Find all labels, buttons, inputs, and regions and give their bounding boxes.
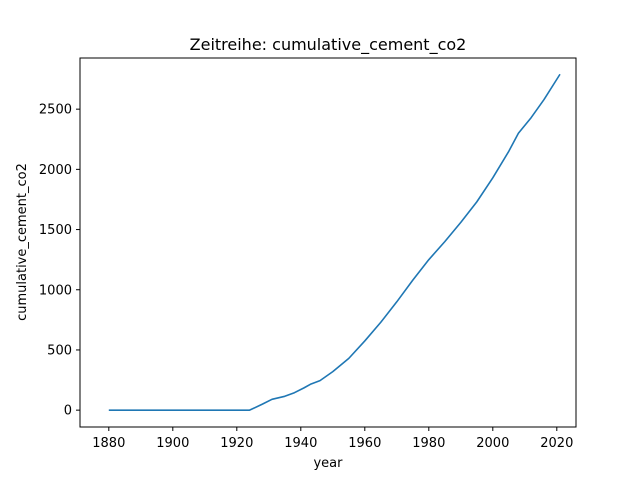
y-axis-label: cumulative_cement_co2 bbox=[15, 163, 30, 321]
x-tick-label: 1920 bbox=[220, 436, 253, 451]
x-tick-label: 1940 bbox=[284, 436, 317, 451]
series-line-0 bbox=[108, 73, 561, 411]
y-tick-label: 0 bbox=[64, 404, 72, 419]
x-tick-label: 2000 bbox=[476, 436, 509, 451]
x-tick-label: 1880 bbox=[92, 436, 125, 451]
y-tick-label: 500 bbox=[47, 343, 72, 358]
y-tick-label: 1000 bbox=[39, 283, 72, 298]
y-tick-label: 1500 bbox=[39, 223, 72, 238]
chart-title: Zeitreihe: cumulative_cement_co2 bbox=[190, 35, 467, 55]
x-axis-label: year bbox=[313, 456, 343, 471]
x-tick-label: 1900 bbox=[156, 436, 189, 451]
x-tick-label: 1960 bbox=[348, 436, 381, 451]
y-tick-label: 2000 bbox=[39, 163, 72, 178]
x-tick-label: 2020 bbox=[540, 436, 573, 451]
x-tick-label: 1980 bbox=[412, 436, 445, 451]
plot-area bbox=[108, 73, 561, 411]
x-axis: 1880 1900 1920 1940 1960 1980 2000 2020 bbox=[92, 427, 573, 451]
y-axis: 0 500 1000 1500 2000 2500 bbox=[39, 103, 80, 419]
axes-frame bbox=[79, 57, 577, 428]
y-tick-label: 2500 bbox=[39, 103, 72, 118]
